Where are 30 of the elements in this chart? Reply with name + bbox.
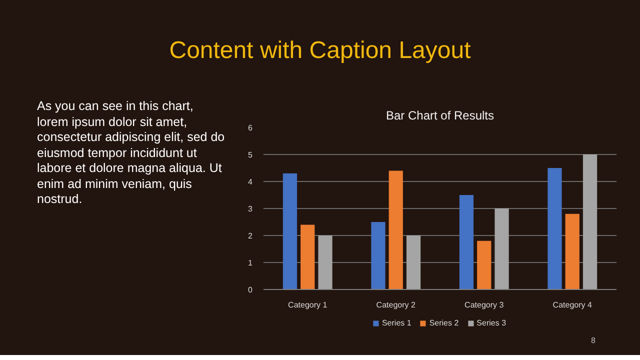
- y-tick-label: 6: [248, 124, 254, 132]
- text: As you can see in this chart, lorem ipsum dolor sit amet, consectetur adipiscing elit, sed do eiusmod tempor incididunt ut labore et dolore magna aliqua. Ut enim ad minim veniam, quis nostrud.: [37, 99, 226, 208]
- y-tick-label: 1: [248, 258, 254, 268]
- y-tick-label: 3: [248, 204, 254, 214]
- bar: [282, 173, 298, 290]
- y-tick-label: 0: [248, 286, 254, 294]
- y-tick-label: 5: [248, 150, 254, 160]
- legend-label: Series 3: [476, 318, 506, 328]
- bar: [582, 154, 598, 290]
- bar: [477, 240, 492, 290]
- x-tick-label: Category 2: [376, 300, 416, 310]
- legend-label: Series 2: [429, 318, 459, 328]
- text: Content with Caption Layout: [169, 36, 471, 66]
- bar: [318, 236, 332, 290]
- chart-title: Bar Chart of Results: [386, 108, 494, 122]
- x-tick-label: Category 1: [288, 300, 328, 310]
- y-tick-label: 4: [248, 178, 254, 186]
- x-tick-label: Category 4: [552, 300, 592, 310]
- bar: [494, 208, 509, 290]
- legend-label: Series 1: [382, 318, 412, 328]
- text: 8: [591, 335, 596, 346]
- bar: [565, 214, 580, 290]
- bar: [548, 168, 562, 290]
- bar: [459, 195, 474, 290]
- bar: [388, 170, 403, 290]
- bar: [371, 222, 386, 290]
- bar: [300, 224, 315, 290]
- y-tick-label: 2: [248, 232, 254, 240]
- bar: [406, 236, 421, 290]
- x-tick-label: Category 3: [464, 300, 504, 310]
